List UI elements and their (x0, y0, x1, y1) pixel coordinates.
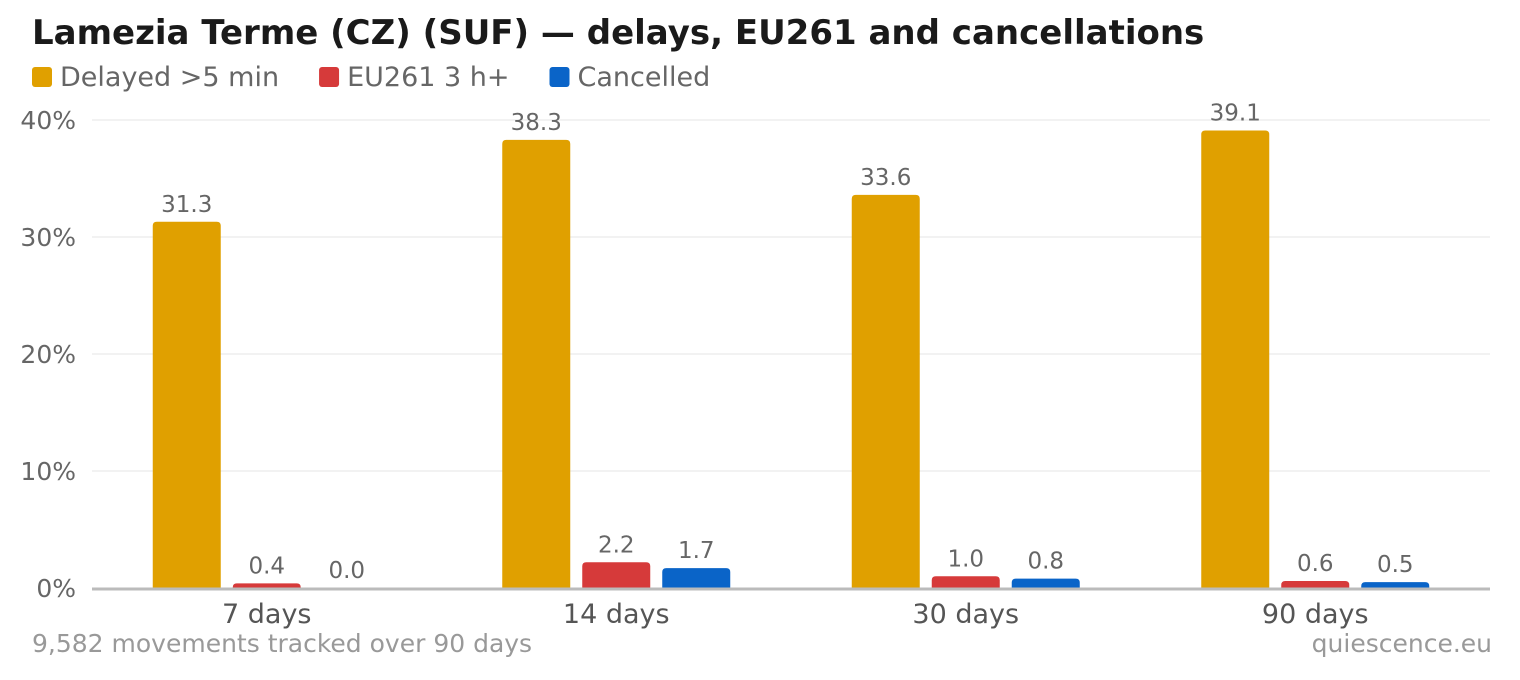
bar-value-label: 1.0 (947, 546, 984, 572)
x-tick-label: 14 days (563, 599, 670, 630)
bar (152, 221, 221, 589)
y-axis: 0% 10% 20% 30% 40% (20, 106, 76, 603)
legend-label: EU261 3 h+ (347, 62, 509, 93)
footer-source: quiescence.eu (1312, 629, 1492, 658)
legend-label: Cancelled (578, 62, 711, 93)
y-tick-label: 30% (20, 223, 76, 252)
x-tick-label: 90 days (1262, 599, 1369, 630)
y-tick-label: 0% (36, 574, 76, 603)
bar-value-label: 2.2 (598, 532, 635, 558)
legend-swatch (319, 67, 340, 87)
bar-value-label: 39.1 (1210, 101, 1261, 127)
bar (1201, 130, 1270, 588)
y-tick-label: 20% (20, 340, 76, 369)
legend-swatch (549, 67, 570, 87)
value-labels: 31.3 0.4 0.0 38.3 2.2 1.7 33.6 1.0 0.8 39.1 0.6 0.5 (161, 101, 1413, 584)
bars (152, 130, 1430, 589)
x-axis: 7 days 14 days 30 days 90 days (222, 599, 1369, 630)
x-tick-label: 30 days (912, 599, 1019, 630)
footer-caption: 9,582 movements tracked over 90 days (32, 629, 532, 658)
bar (1281, 580, 1350, 588)
legend-label: Delayed >5 min (60, 62, 279, 93)
legend: Delayed >5 min EU261 3 h+ Cancelled (32, 62, 710, 93)
bar (582, 562, 651, 588)
chart-title: Lamezia Terme (CZ) (SUF) — delays, EU261… (32, 13, 1204, 53)
bar (502, 139, 571, 588)
gridlines (92, 119, 1490, 472)
legend-swatch (32, 67, 52, 87)
bar (851, 194, 920, 588)
x-tick-label: 7 days (222, 599, 312, 630)
bar-value-label: 0.4 (248, 553, 285, 579)
bar-value-label: 31.3 (161, 192, 212, 218)
bar-value-label: 0.0 (328, 558, 365, 584)
bar-value-label: 0.6 (1297, 551, 1334, 577)
y-tick-label: 10% (20, 457, 76, 486)
bar-value-label: 0.8 (1027, 549, 1064, 575)
y-tick-label: 40% (20, 106, 76, 135)
bar-value-label: 33.6 (860, 165, 911, 191)
bar-value-label: 38.3 (511, 110, 562, 136)
bar (931, 576, 1000, 588)
bar (232, 583, 301, 588)
bar (1011, 578, 1080, 588)
bar-value-label: 0.5 (1377, 552, 1414, 578)
bar (662, 568, 731, 588)
bar (1361, 582, 1430, 588)
bar-value-label: 1.7 (678, 538, 715, 564)
